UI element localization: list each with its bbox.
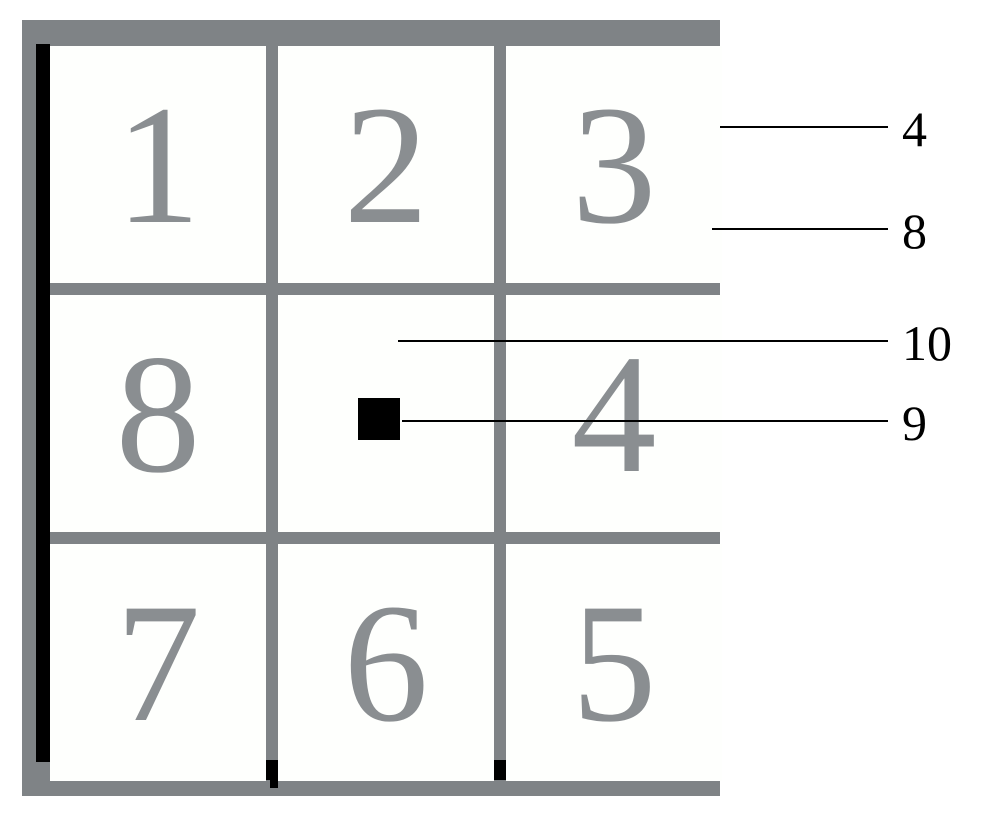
callout-label-9: 9 — [902, 394, 927, 452]
grid-cell-0-1: 2 — [278, 46, 494, 283]
cell-number: 8 — [116, 329, 201, 499]
cell-number: 6 — [344, 578, 429, 748]
cell-number: 7 — [116, 578, 201, 748]
grid-cell-1-2: 4 — [506, 295, 722, 532]
grid-cell-2-2: 5 — [506, 544, 722, 781]
callout-line-8 — [712, 228, 888, 230]
grid-shadow-nub — [270, 780, 278, 788]
grid-shadow-left — [36, 44, 50, 762]
grid-cell-2-0: 7 — [50, 544, 266, 781]
callout-label-10: 10 — [902, 314, 952, 372]
cell-number: 2 — [344, 80, 429, 250]
callout-label-4: 4 — [902, 100, 927, 158]
callout-label-8: 8 — [902, 202, 927, 260]
center-marker — [358, 398, 400, 440]
cell-number: 4 — [572, 329, 657, 499]
grid-cell-2-1: 6 — [278, 544, 494, 781]
grid-cell-0-2: 3 — [506, 46, 722, 283]
cell-number: 3 — [572, 80, 657, 250]
grid-cell-0-0: 1 — [50, 46, 266, 283]
cell-number: 5 — [572, 578, 657, 748]
callout-line-9 — [402, 420, 888, 422]
cell-number: 1 — [116, 80, 201, 250]
callout-line-10 — [398, 340, 888, 342]
grid-cell-1-0: 8 — [50, 295, 266, 532]
callout-line-4 — [720, 126, 888, 128]
